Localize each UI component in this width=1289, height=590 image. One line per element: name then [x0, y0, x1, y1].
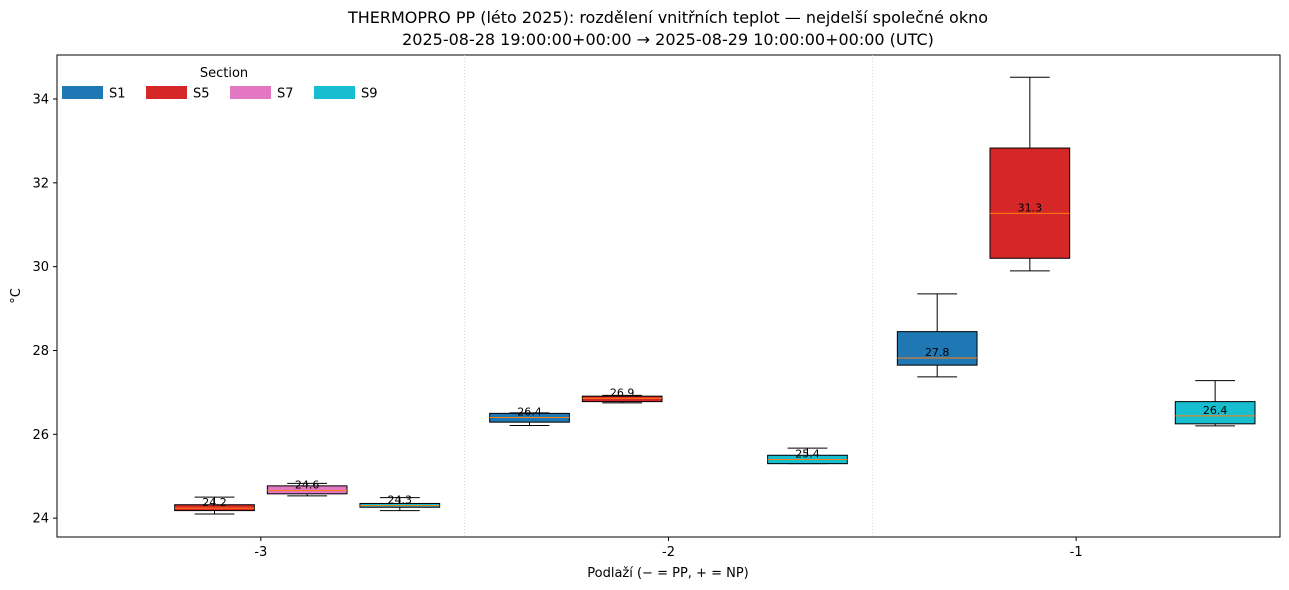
- box--3-slot-1: 24.2: [174, 496, 255, 515]
- x-axis-label: Podlaží (− = PP, + = NP): [587, 566, 748, 581]
- y-axis-ticks: 24 26 28 30 32 34: [32, 93, 57, 527]
- median-label: 31.3: [1018, 201, 1043, 214]
- box-body: [581, 395, 663, 403]
- box--3-slot-2: 24.6: [266, 478, 348, 497]
- legend-label-s7: S7: [277, 87, 294, 102]
- median-label: 24.6: [295, 478, 320, 491]
- box-body: [989, 147, 1071, 259]
- legend-title: Section: [200, 66, 248, 81]
- box-body: [266, 485, 348, 495]
- y-tick-label: 30: [32, 260, 49, 275]
- box--1-slot-1: 31.3: [989, 76, 1071, 272]
- y-axis-label: °C: [9, 288, 24, 304]
- legend-label-s5: S5: [193, 87, 210, 102]
- box--2-slot-3: 25.4: [767, 447, 848, 465]
- y-tick-label: 24: [32, 512, 49, 527]
- box--1-slot-0: 27.8: [896, 293, 978, 378]
- plot-area-frame: [56, 54, 1281, 538]
- box--2-slot-0: 26.4: [489, 406, 570, 427]
- median-label: 27.8: [925, 346, 950, 359]
- legend-label-s1: S1: [109, 87, 126, 102]
- y-tick-label: 34: [32, 93, 49, 108]
- x-axis-ticks: -3 -2 -1: [254, 537, 1083, 560]
- y-tick-label: 26: [32, 428, 49, 443]
- chart-title-line-1: THERMOPRO PP (léto 2025): rozdělení vnit…: [347, 8, 989, 27]
- box--1-slot-3: 26.4: [1174, 380, 1256, 427]
- box-body: [1174, 401, 1256, 425]
- box-body: [896, 331, 978, 366]
- y-tick-label: 28: [32, 344, 49, 359]
- x-tick-label: -2: [662, 545, 675, 560]
- floor-separators: [464, 55, 873, 537]
- median-label: 24.2: [202, 496, 227, 509]
- legend-swatch-s9: [314, 86, 355, 99]
- x-tick-label: -3: [254, 545, 267, 560]
- box-series: 24.2 24.6 24.3 26.4 26.9 25.4 27.8 31.3 26.4: [174, 76, 1256, 515]
- legend-label-s9: S9: [361, 87, 378, 102]
- legend-swatch-s1: [62, 86, 103, 99]
- median-label: 24.3: [388, 494, 413, 507]
- legend: Section S1 S5 S7 S9: [62, 66, 378, 102]
- legend-swatch-s5: [146, 86, 187, 99]
- median-label: 26.4: [1203, 404, 1228, 417]
- x-tick-label: -1: [1070, 545, 1083, 560]
- box--3-slot-3: 24.3: [359, 494, 441, 512]
- chart-title-line-2: 2025-08-28 19:00:00+00:00 → 2025-08-29 1…: [402, 30, 934, 49]
- median-label: 25.4: [795, 447, 820, 460]
- legend-swatch-s7: [230, 86, 271, 99]
- box--2-slot-1: 26.9: [581, 386, 663, 404]
- median-label: 26.9: [610, 386, 635, 399]
- y-tick-label: 32: [32, 176, 49, 191]
- median-label: 26.4: [517, 406, 542, 419]
